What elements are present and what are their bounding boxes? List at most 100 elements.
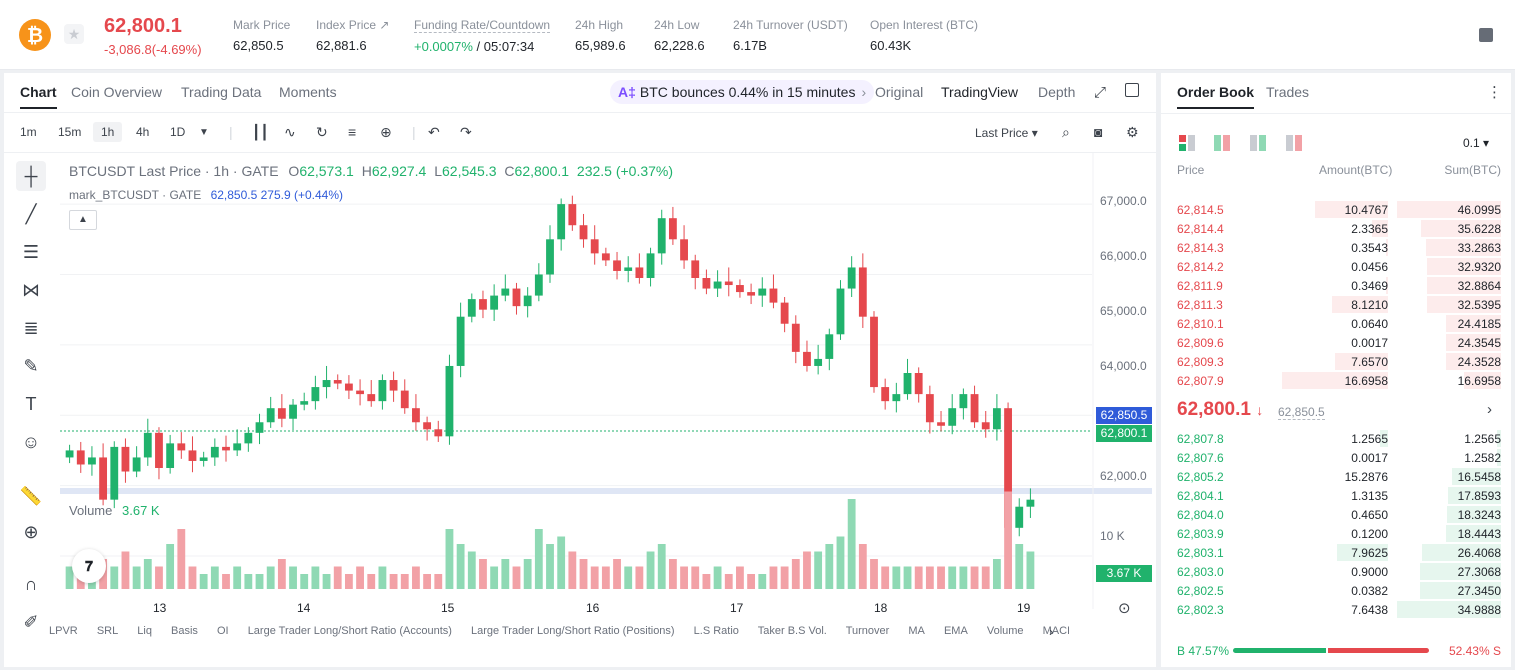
sum-depth-bar <box>1446 334 1501 351</box>
tab-moments[interactable]: Moments <box>279 84 337 100</box>
fib-icon[interactable]: ≣ <box>23 317 39 338</box>
favorite-star-icon[interactable]: ★ <box>64 24 84 44</box>
tab-trading-data[interactable]: Trading Data <box>181 84 262 100</box>
interval-15m[interactable]: 15m <box>58 125 82 139</box>
bid-row[interactable]: 62,804.0 0.4650 18.3243 <box>1177 505 1501 524</box>
bid-row[interactable]: 62,802.5 0.0382 27.3450 <box>1177 581 1501 600</box>
indicator-tab[interactable]: MACD <box>1042 625 1069 637</box>
horizontal-lines-icon[interactable]: ☰ <box>22 241 40 262</box>
guide-book-icon[interactable] <box>1479 28 1493 42</box>
more-options-icon[interactable]: ⋮ <box>1487 84 1502 101</box>
indicator-tab[interactable]: L.S Ratio <box>693 625 739 637</box>
volume-bar <box>702 574 711 589</box>
tab-order-book[interactable]: Order Book <box>1177 84 1255 109</box>
interval-1m[interactable]: 1m <box>20 125 37 139</box>
ask-row[interactable]: 62,809.6 0.0017 24.3545 <box>1177 333 1501 352</box>
ruler-icon[interactable]: 📏 <box>19 485 43 506</box>
add-indicator-icon[interactable]: ⊕ <box>380 124 392 140</box>
ask-row[interactable]: 62,814.5 10.4767 46.0995 <box>1177 200 1501 219</box>
ask-row[interactable]: 62,810.1 0.0640 24.4185 <box>1177 314 1501 333</box>
indicator-tab[interactable]: OI <box>217 625 229 637</box>
bid-row[interactable]: 62,803.9 0.1200 18.4443 <box>1177 524 1501 543</box>
ask-row[interactable]: 62,814.3 0.3543 33.2863 <box>1177 238 1501 257</box>
replay-icon[interactable]: ↻ <box>316 124 328 140</box>
bid-row[interactable]: 62,805.2 15.2876 16.5458 <box>1177 467 1501 486</box>
crosshair-icon[interactable]: ┼ <box>16 161 46 191</box>
bid-row[interactable]: 62,807.6 0.0017 1.2582 <box>1177 448 1501 467</box>
collapse-legend-button[interactable]: ▲ <box>69 210 97 230</box>
tick-size-select[interactable]: 0.1 ▾ <box>1462 136 1489 150</box>
chevron-right-icon[interactable]: › <box>1487 401 1492 418</box>
indicators-icon[interactable]: ∿ <box>284 124 296 140</box>
pattern-icon[interactable]: ⋈ <box>22 279 40 300</box>
camera-icon[interactable]: ◙ <box>1094 124 1103 140</box>
interval-1h[interactable]: 1h <box>93 122 123 142</box>
split-view-icon[interactable] <box>1214 135 1230 151</box>
indicator-tab[interactable]: LPVR <box>49 625 78 637</box>
magnet-icon[interactable]: ∩ <box>24 573 38 594</box>
interval-4h[interactable]: 4h <box>136 125 150 139</box>
chevron-right-icon[interactable]: › <box>1049 624 1054 639</box>
ask-row[interactable]: 62,811.3 8.1210 32.5395 <box>1177 295 1501 314</box>
gear-icon[interactable]: ⚙ <box>1126 124 1139 140</box>
indicator-tab[interactable]: Turnover <box>845 625 890 637</box>
expand-icon[interactable]: ⤢ <box>1094 84 1107 101</box>
candle-body <box>222 446 230 451</box>
chart-settings-icon[interactable]: ⊙ <box>1118 600 1131 617</box>
search-icon[interactable]: ⌕ <box>1062 124 1070 140</box>
ask-row[interactable]: 62,814.2 0.0456 32.9320 <box>1177 257 1501 276</box>
stat-index-price[interactable]: Index Price ↗ 62,881.6 <box>316 18 390 53</box>
redo-icon[interactable]: ↷ <box>460 124 472 140</box>
emoji-icon[interactable]: ☺ <box>21 431 41 452</box>
indicator-tab[interactable]: Volume <box>986 625 1024 637</box>
tab-chart[interactable]: Chart <box>20 84 57 109</box>
interval-dropdown-icon[interactable]: ▼ <box>199 127 209 138</box>
brush-icon[interactable]: ✎ <box>23 355 39 376</box>
bid-row[interactable]: 62,804.1 1.3135 17.8593 <box>1177 486 1501 505</box>
price-type-select[interactable]: Last Price ▾ <box>975 126 1038 140</box>
tab-coin-overview[interactable]: Coin Overview <box>71 84 163 100</box>
tab-trades[interactable]: Trades <box>1266 84 1310 100</box>
view-original[interactable]: Original <box>875 84 924 100</box>
both-sides-view-icon[interactable] <box>1179 135 1195 151</box>
fullscreen-icon[interactable] <box>1125 83 1139 97</box>
candle-body <box>925 394 934 423</box>
chart-toolbar: 1m 15m 1h 4h 1D ▼ | ┃┃ ∿ ↻ ≡ ⊕ | ↶ ↷ Las… <box>4 113 1156 153</box>
indicator-tab[interactable]: Taker B.S Vol. <box>757 625 827 637</box>
indicator-tab[interactable]: EMA <box>943 625 968 637</box>
bid-row[interactable]: 62,803.0 0.9000 27.3068 <box>1177 562 1501 581</box>
bid-row[interactable]: 62,802.3 7.6438 34.9888 <box>1177 600 1501 619</box>
ask-row[interactable]: 62,807.9 16.6958 16.6958 <box>1177 371 1501 390</box>
candle-body <box>680 239 688 261</box>
indicator-tab[interactable]: MA <box>908 625 925 637</box>
candle-body <box>534 274 543 296</box>
settings-list-icon[interactable]: ≡ <box>348 124 357 140</box>
asks-only-view-icon[interactable] <box>1286 135 1302 151</box>
view-depth[interactable]: Depth <box>1038 84 1076 100</box>
undo-icon[interactable]: ↶ <box>428 124 440 140</box>
volume-bar <box>378 566 387 589</box>
candlestick-chart[interactable] <box>60 153 1152 609</box>
ask-row[interactable]: 62,809.3 7.6570 24.3528 <box>1177 352 1501 371</box>
indicator-tab[interactable]: Large Trader Long/Short Ratio (Accounts) <box>247 625 452 637</box>
bids-only-view-icon[interactable] <box>1250 135 1266 151</box>
eraser-icon[interactable]: ✐ <box>23 611 39 632</box>
view-tradingview[interactable]: TradingView <box>941 84 1019 100</box>
indicator-tab[interactable]: Liq <box>137 625 152 637</box>
zoom-in-icon[interactable]: ⊕ <box>23 521 39 542</box>
ai-icon: A‡ <box>618 84 636 100</box>
bid-row[interactable]: 62,807.8 1.2565 1.2565 <box>1177 429 1501 448</box>
text-tool-icon[interactable]: T <box>25 393 37 414</box>
volume-bar <box>266 566 275 589</box>
candle-type-icon[interactable]: ┃┃ <box>252 124 269 140</box>
indicator-tab[interactable]: SRL <box>96 625 119 637</box>
indicator-tab[interactable]: Basis <box>171 625 198 637</box>
interval-1d[interactable]: 1D <box>170 125 186 139</box>
ask-row[interactable]: 62,814.4 2.3365 35.6228 <box>1177 219 1501 238</box>
ask-row[interactable]: 62,811.9 0.3469 32.8864 <box>1177 276 1501 295</box>
ai-insight-banner[interactable]: A‡ BTC bounces 0.44% in 15 minutes › <box>610 80 875 104</box>
trend-line-icon[interactable]: ╱ <box>25 203 37 224</box>
bid-row[interactable]: 62,803.1 7.9625 26.4068 <box>1177 543 1501 562</box>
tradingview-logo[interactable]: 𝟕 <box>72 549 106 583</box>
indicator-tab[interactable]: Large Trader Long/Short Ratio (Positions… <box>470 625 675 637</box>
